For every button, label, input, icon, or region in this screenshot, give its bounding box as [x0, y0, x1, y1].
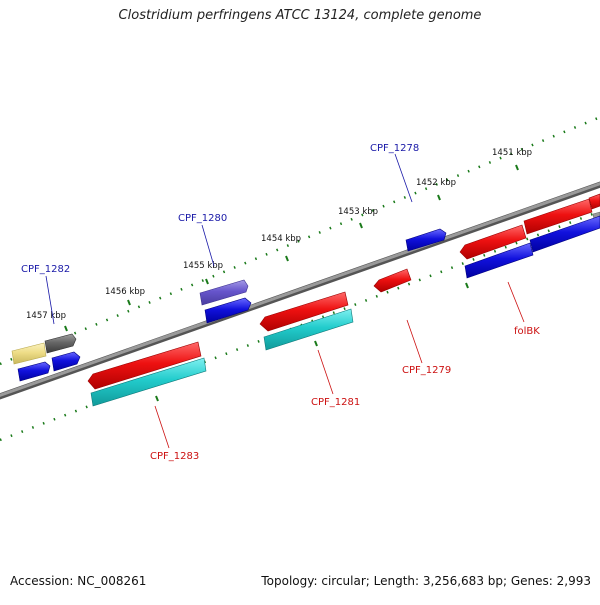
feature-folBK-red[interactable]	[459, 224, 527, 260]
tick-1453-kbp	[359, 222, 363, 229]
feature-blue-right[interactable]	[529, 215, 600, 253]
scale-label: 1454 kbp	[261, 234, 301, 244]
tick-1456-kbp	[127, 299, 131, 306]
feature-CPF_1283-red[interactable]	[87, 341, 202, 390]
tick-1451-kbp	[515, 164, 519, 171]
feature-CPF_1278[interactable]	[405, 228, 447, 252]
scale-label: 1456 kbp	[105, 287, 145, 297]
upper-scale-ticks	[0, 116, 599, 366]
gene-label-CPF_1282[interactable]: CPF_1282	[21, 264, 70, 275]
scale-labels: 1451 kbp 1452 kbp 1453 kbp 1454 kbp 1455…	[26, 148, 532, 321]
tick-1455-kbp	[205, 278, 209, 285]
feature-CPF_1280-blue[interactable]	[204, 297, 252, 324]
reverse-features	[87, 193, 600, 407]
gene-label-folBK[interactable]: folBK	[514, 326, 540, 337]
feature-CPF_1281-red[interactable]	[259, 291, 349, 332]
genome-title: Clostridium perfringens ATCC 13124, comp…	[118, 8, 482, 23]
feature-CPF_1280-purple[interactable]	[199, 279, 249, 306]
scale-label: 1452 kbp	[416, 178, 456, 188]
feature-CPF_1281-cyan[interactable]	[263, 308, 354, 351]
feature-red-edge[interactable]	[588, 193, 600, 210]
lower-tick	[314, 340, 318, 347]
accession-text: Accession: NC_008261	[10, 574, 147, 588]
lower-tick	[465, 282, 469, 289]
lower-tick	[155, 395, 159, 402]
feature-gray[interactable]	[44, 333, 77, 354]
upper-dotted-scale	[0, 116, 599, 366]
genome-backbone	[0, 181, 600, 400]
feature-blue-small[interactable]	[51, 351, 81, 372]
gene-label-CPF_1280[interactable]: CPF_1280	[178, 213, 227, 224]
gene-labels: CPF_1278 CPF_1280 CPF_1282 CPF_1279 CPF_…	[21, 143, 540, 462]
label-leaders	[45, 153, 525, 449]
gene-label-CPF_1278[interactable]: CPF_1278	[370, 143, 419, 154]
gene-label-CPF_1279[interactable]: CPF_1279	[402, 365, 451, 376]
scale-label: 1451 kbp	[492, 148, 532, 158]
tick-1454-kbp	[285, 255, 289, 262]
scale-label: 1457 kbp	[26, 311, 66, 321]
forward-features	[11, 228, 447, 382]
feature-CPF_1279[interactable]	[373, 268, 412, 293]
feature-CPF_1282-blue[interactable]	[17, 361, 51, 382]
tick-1457-kbp	[64, 325, 68, 332]
tick-1452-kbp	[437, 194, 441, 201]
gene-label-CPF_1281[interactable]: CPF_1281	[311, 397, 360, 408]
feature-red-right[interactable]	[523, 198, 593, 235]
feature-yellow[interactable]	[11, 342, 47, 365]
scale-label: 1453 kbp	[338, 207, 378, 217]
lower-scale-ticks	[0, 210, 599, 442]
scale-label: 1455 kbp	[183, 261, 223, 271]
feature-folBK-blue[interactable]	[464, 242, 534, 279]
feature-CPF_1283-cyan[interactable]	[90, 357, 207, 407]
gene-label-CPF_1283[interactable]: CPF_1283	[150, 451, 199, 462]
genome-summary: Topology: circular; Length: 3,256,683 bp…	[261, 574, 591, 588]
